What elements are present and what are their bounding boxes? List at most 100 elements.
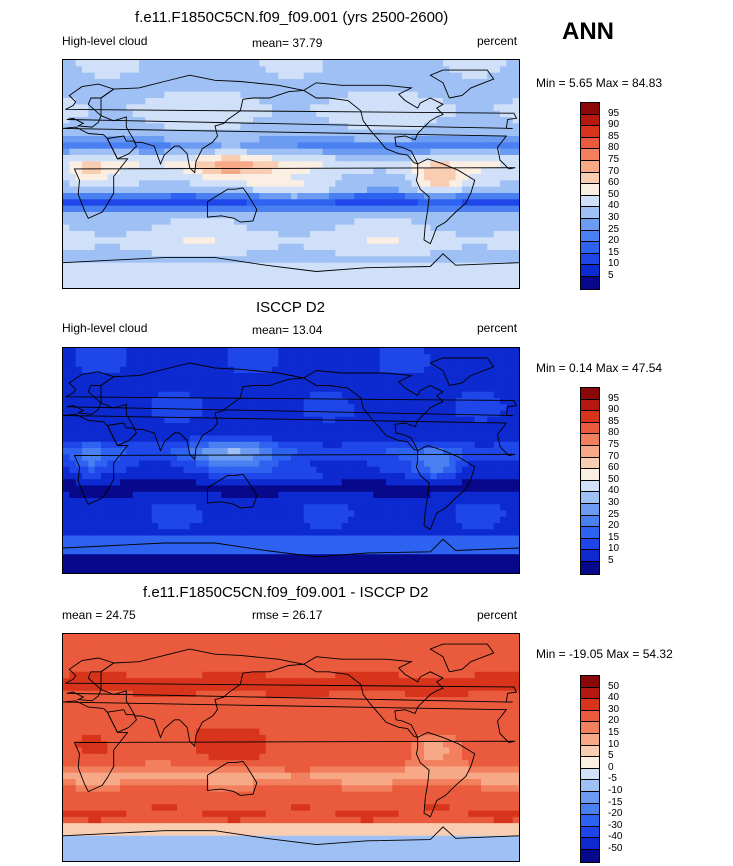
field-cell [506,373,514,380]
field-cell [443,231,450,238]
field-cell [392,373,400,380]
field-cell [101,529,108,537]
field-cell [94,250,102,257]
field-cell [94,379,102,387]
field-cell [69,148,77,156]
field-cell [430,429,438,437]
field-cell [291,423,298,430]
field-cell [63,256,70,264]
field-cell [253,123,260,131]
field-cell [107,479,115,487]
field-cell [234,466,241,474]
field-cell [227,212,235,219]
field-cell [183,510,191,518]
field-cell [69,161,77,169]
field-cell [303,199,311,207]
field-cell [170,410,178,418]
field-cell [506,85,514,93]
field-cell [411,429,419,437]
field-cell [341,123,349,131]
field-cell [107,66,115,74]
field-cell [341,224,349,232]
field-cell [139,281,146,288]
field-cell [455,275,463,283]
field-cell [405,529,412,537]
field-cell [468,218,476,226]
field-cell [278,354,286,362]
field-cell [88,473,96,480]
field-cell [405,398,412,405]
field-cell [424,379,431,387]
field-cell [227,123,235,131]
field-cell [88,541,96,549]
field-cell [398,460,406,468]
field-cell [158,129,165,137]
field-cell [126,448,134,455]
field-cell [417,155,425,162]
field-cell [189,218,197,226]
field-cell [69,212,77,219]
field-cell [417,548,425,555]
field-cell [107,398,115,405]
field-cell [417,510,425,518]
field-cell [424,199,431,207]
field-cell [474,186,482,194]
field-cell [272,391,279,399]
field-cell [177,416,184,424]
field-cell [354,218,362,226]
field-cell [151,448,159,455]
field-cell [297,516,305,524]
field-cell [341,423,349,430]
field-cell [487,199,495,207]
field-cell [354,243,362,251]
field-cell [500,523,507,530]
field-cell [107,441,115,449]
field-cell [303,110,311,118]
field-cell [481,123,488,131]
field-cell [303,91,311,99]
field-cell [367,205,374,213]
field-cell [164,155,172,162]
field-cell [151,161,159,169]
field-cell [310,117,317,124]
field-cell [360,262,368,270]
field-cell [405,98,412,105]
field-cell [354,110,362,118]
field-cell [329,479,336,487]
field-cell [354,379,362,387]
field-cell [367,391,374,399]
field-cell [398,269,406,276]
field-cell [69,250,77,257]
field-cell [474,504,482,512]
field-cell [367,148,374,156]
field-cell [417,373,425,380]
field-cell [506,510,514,518]
field-cell [474,391,482,399]
field-cell [360,269,368,276]
field-cell [436,516,444,524]
field-cell [265,510,273,518]
field-cell [335,224,343,232]
field-cell [69,504,77,512]
field-cell [132,348,140,355]
field-cell [512,148,519,156]
field-cell [360,98,368,105]
field-cell [139,231,146,238]
field-cell [94,199,102,207]
field-cell [101,66,108,74]
field-cell [272,385,279,393]
field-cell [69,72,77,80]
field-cell [411,218,419,226]
field-cell [348,224,355,232]
field-cell [512,110,519,118]
field-cell [310,385,317,393]
field-cell [196,161,203,169]
field-cell [139,416,146,424]
field-cell [493,348,501,355]
field-cell [164,429,172,437]
field-cell [430,79,438,86]
field-cell [379,148,387,156]
field-cell [348,348,355,355]
field-cell [354,66,362,74]
field-cell [367,104,374,112]
